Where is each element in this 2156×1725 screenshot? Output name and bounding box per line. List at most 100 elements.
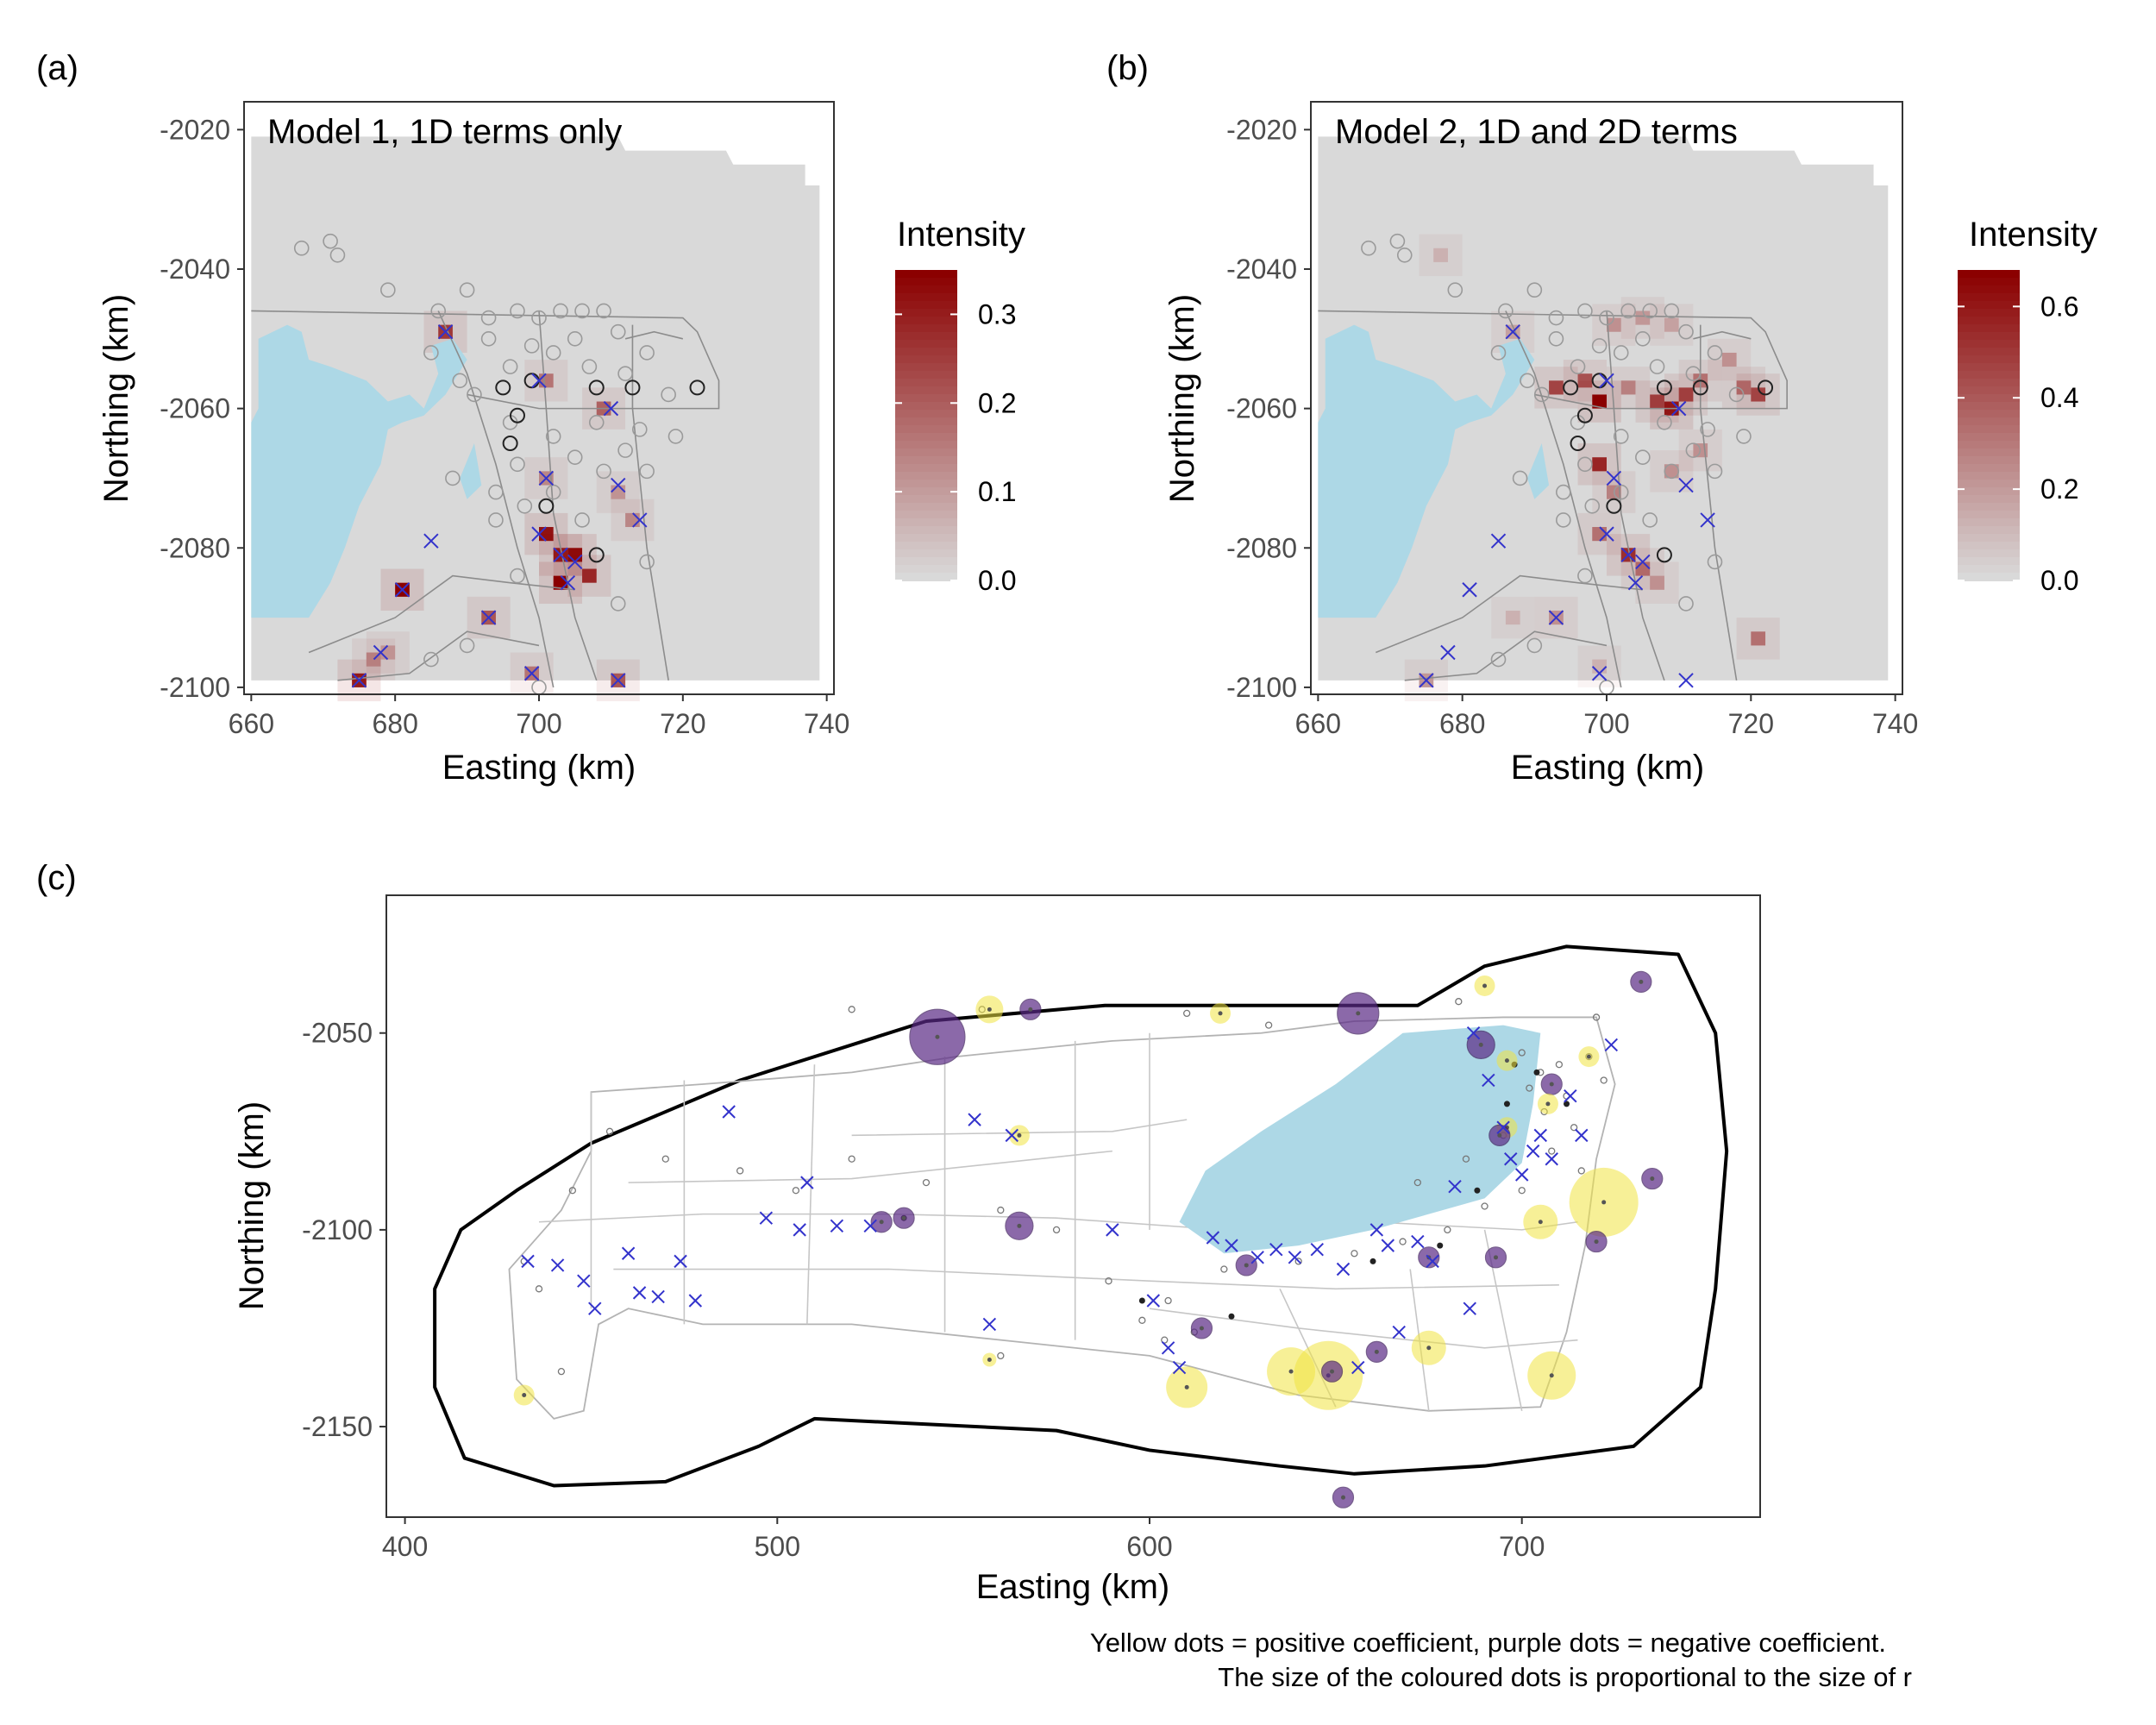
legend-color-step: [1958, 324, 2020, 333]
presence-point: [488, 484, 504, 500]
cross-marker: [1678, 477, 1694, 493]
panel-a-crosses: [351, 324, 648, 688]
presence-point: [1498, 303, 1514, 319]
presence-point: [567, 330, 583, 347]
presence-point: [1613, 484, 1629, 500]
site-point: [1455, 998, 1463, 1006]
y-tick-label: -2100: [302, 1214, 373, 1245]
cross-marker: [1005, 1128, 1018, 1143]
presence-point: [1635, 330, 1651, 347]
coefficient-dot-center: [1639, 979, 1644, 984]
legend-color-step: [1958, 565, 2020, 574]
x-tick-label: 720: [660, 708, 705, 739]
y-tick-label: -2080: [1226, 532, 1297, 563]
presence-point: [631, 422, 648, 437]
cross-marker: [423, 533, 439, 549]
presence-point: [639, 554, 655, 570]
presence-point: [1728, 386, 1745, 403]
presence-point: [1584, 498, 1601, 514]
heat-halo: [524, 360, 568, 402]
site-point-dark: [1228, 1313, 1235, 1320]
cross-marker: [1411, 1234, 1425, 1249]
coefficient-dot-center: [1538, 1220, 1543, 1225]
presence-point-dark: [588, 380, 605, 396]
heat-cell: [1721, 352, 1737, 367]
presence-point: [581, 359, 598, 374]
site-point: [1444, 1226, 1451, 1234]
legend-color-step: [895, 394, 957, 403]
site-point: [605, 1127, 614, 1135]
site-point: [1399, 1238, 1407, 1245]
legend-color-step: [895, 293, 957, 302]
legend-color-step: [1958, 355, 2020, 364]
y-tick-label: -2150: [302, 1411, 373, 1442]
presence-point: [1678, 596, 1694, 612]
x-tick-label: 500: [755, 1531, 800, 1562]
presence-point: [667, 429, 684, 444]
cross-marker: [800, 1176, 814, 1189]
panel-b-y-ticks: -2020 -2040 -2060 -2080 -2100: [1226, 114, 1311, 703]
coefficient-dot-center: [1594, 1239, 1599, 1245]
legend-color-step: [895, 309, 957, 317]
presence-point: [488, 512, 504, 528]
cross-marker: [1466, 1026, 1481, 1040]
presence-point-dark: [1576, 407, 1593, 423]
coefficient-dot-center: [1549, 1082, 1554, 1087]
heat-cell: [1751, 387, 1766, 402]
road: [613, 1268, 1559, 1290]
legend-color-step: [895, 472, 957, 480]
presence-point: [1548, 310, 1564, 326]
cross-marker: [1635, 554, 1651, 570]
site-point: [1052, 1226, 1061, 1234]
presence-point: [1591, 338, 1608, 354]
presence-point: [574, 512, 590, 528]
site-point: [1570, 1124, 1578, 1132]
presence-point: [1490, 345, 1507, 361]
site-point: [1481, 1202, 1489, 1210]
cross-marker: [632, 512, 648, 528]
legend-color-step: [895, 386, 957, 395]
cross-marker: [651, 1289, 665, 1304]
presence-point: [452, 373, 468, 389]
cross-marker: [1336, 1262, 1351, 1276]
road: [628, 1150, 1112, 1183]
presence-point-dark: [1692, 380, 1708, 396]
panel-b-legend-bar: [1958, 270, 2020, 581]
presence-point: [639, 463, 655, 480]
cross-marker: [1225, 1239, 1238, 1252]
cross-marker: [1310, 1242, 1324, 1257]
presence-point: [517, 498, 533, 514]
cross-marker: [674, 1254, 687, 1269]
legend-tick-label: 0.0: [978, 565, 1016, 596]
coefficient-dot-center: [1244, 1263, 1249, 1268]
legend-color-step: [1958, 456, 2020, 465]
presence-point: [1570, 359, 1586, 374]
x-tick-label: 660: [229, 708, 274, 739]
legend-color-step: [895, 511, 957, 519]
legend-color-step: [895, 425, 957, 434]
coefficient-dot-center: [987, 1357, 992, 1362]
road: [308, 574, 575, 654]
legend-color-step: [895, 448, 957, 457]
y-tick-label: -2100: [1226, 672, 1297, 703]
cross-marker: [1505, 324, 1520, 340]
site-point: [1462, 1155, 1470, 1163]
coefficient-dot-center: [1478, 1042, 1483, 1047]
cross-marker: [1564, 1089, 1577, 1103]
legend-tick-label: 0.0: [2040, 565, 2078, 596]
coefficient-dot-center: [522, 1393, 527, 1398]
panel-c-x-ticks: 400 500 600 700: [382, 1517, 1545, 1562]
coefficient-dot-center: [1545, 1101, 1551, 1107]
cross-marker: [1575, 1128, 1589, 1143]
legend-color-step: [895, 301, 957, 310]
heat-cell: [1664, 464, 1679, 479]
cross-marker: [621, 1246, 636, 1260]
heat-halo: [1577, 645, 1621, 687]
legend-color-step: [895, 518, 957, 527]
road: [1318, 310, 1788, 410]
legend-color-step: [1958, 495, 2020, 504]
cross-marker: [1670, 400, 1687, 417]
legend-color-step: [1958, 433, 2020, 442]
site-point: [1600, 1076, 1608, 1084]
cross-marker: [968, 1113, 981, 1126]
